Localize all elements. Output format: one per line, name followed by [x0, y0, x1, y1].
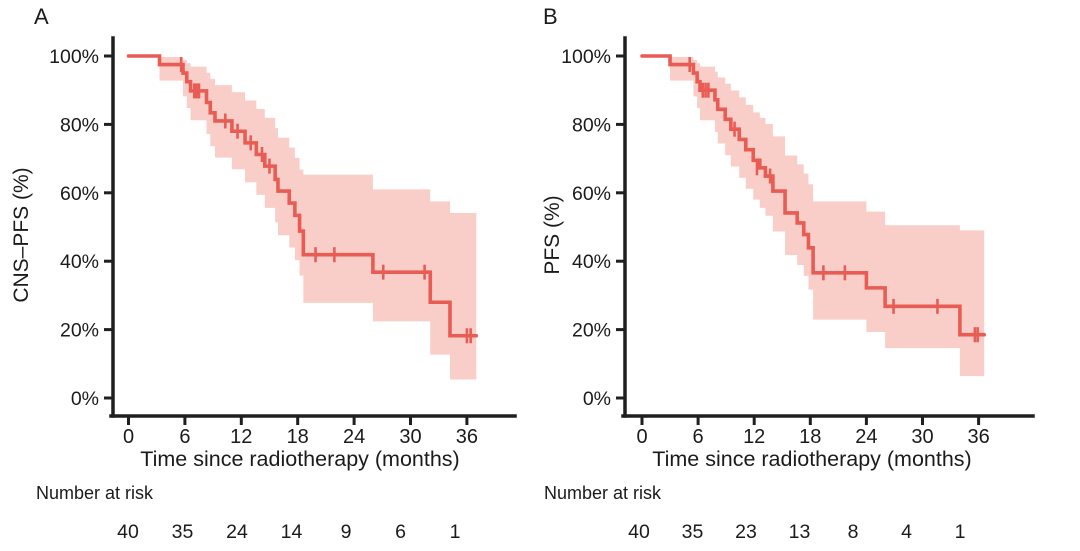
x-ticks: 0 6 12 18 24 30 36: [636, 416, 990, 448]
y-tick-label: 40%: [60, 251, 99, 273]
risk-counts-row: 40 35 24 14 9 6 1: [117, 521, 460, 543]
x-tick-label: 12: [230, 426, 252, 448]
risk-count: 35: [172, 521, 194, 543]
y-ticks: 100% 80% 60% 40% 20% 0%: [561, 46, 625, 410]
x-tick-label: 24: [343, 426, 365, 448]
panel-a-x-axis-title: Time since radiotherapy (months): [140, 447, 460, 471]
y-tick-label: 20%: [572, 320, 611, 342]
y-tick-label: 80%: [60, 114, 99, 136]
risk-count: 13: [789, 521, 811, 543]
panel-a: 100% 80% 60% 40% 20% 0% 0 6 12 18 24 30 36 40 35 24 14 9 6…: [10, 4, 517, 543]
y-tick-label: 100%: [561, 46, 611, 68]
risk-counts-row: 40 35 23 13 8 4 1: [628, 521, 965, 543]
panel-b-number-at-risk-label: Number at risk: [544, 483, 662, 503]
risk-count: 1: [450, 521, 461, 543]
x-tick-label: 6: [693, 426, 704, 448]
censor-marks: [688, 57, 979, 343]
y-tick-label: 20%: [60, 320, 99, 342]
panel-b-x-axis-title: Time since radiotherapy (months): [652, 447, 972, 471]
censor-marks: [179, 57, 472, 344]
panel-b-y-axis-title: PFS (%): [541, 195, 564, 275]
x-tick-label: 36: [967, 426, 989, 448]
survival-curve: [640, 54, 987, 337]
x-tick-label: 6: [179, 426, 190, 448]
panel-a-y-axis-title: CNS–PFS (%): [10, 167, 33, 303]
risk-count: 40: [117, 521, 139, 543]
risk-count: 1: [955, 521, 966, 543]
y-tick-label: 40%: [572, 251, 611, 273]
y-tick-label: 0%: [71, 388, 99, 410]
x-tick-label: 24: [855, 426, 877, 448]
y-tick-label: 0%: [583, 388, 611, 410]
x-tick-label: 18: [799, 426, 821, 448]
x-tick-label: 30: [399, 426, 421, 448]
risk-count: 35: [682, 521, 704, 543]
y-tick-label: 100%: [49, 46, 99, 68]
x-tick-label: 18: [287, 426, 309, 448]
y-tick-label: 80%: [572, 114, 611, 136]
panel-a-letter: A: [34, 4, 49, 29]
panel-a-number-at-risk-label: Number at risk: [36, 483, 154, 503]
risk-count: 23: [735, 521, 757, 543]
risk-count: 40: [628, 521, 650, 543]
risk-count: 4: [901, 521, 912, 543]
y-tick-label: 60%: [572, 183, 611, 205]
confidence-band: [670, 57, 985, 377]
risk-count: 24: [226, 521, 248, 543]
x-tick-label: 30: [911, 426, 933, 448]
risk-count: 14: [281, 521, 303, 543]
confidence-band: [159, 57, 477, 380]
x-tick-label: 36: [456, 426, 478, 448]
x-tick-label: 0: [636, 426, 647, 448]
risk-count: 9: [341, 521, 352, 543]
risk-count: 8: [848, 521, 859, 543]
axes: [621, 36, 1035, 418]
x-tick-label: 12: [743, 426, 765, 448]
y-ticks: 100% 80% 60% 40% 20% 0%: [49, 46, 113, 410]
risk-count: 6: [395, 521, 406, 543]
axes: [109, 36, 517, 418]
x-tick-label: 0: [123, 426, 134, 448]
km-plot-panel-a: 100% 80% 60% 40% 20% 0% 0 6 12 18 24 30 36 40 35 24 14 9 6…: [49, 36, 517, 543]
panel-b-letter: B: [543, 4, 558, 29]
y-tick-label: 60%: [60, 183, 99, 205]
x-ticks: 0 6 12 18 24 30 36: [123, 416, 478, 448]
panel-b: 100% 80% 60% 40% 20% 0% 0 6 12 18 24 30 36 40 35 23 13 8 4…: [540, 0, 1080, 551]
